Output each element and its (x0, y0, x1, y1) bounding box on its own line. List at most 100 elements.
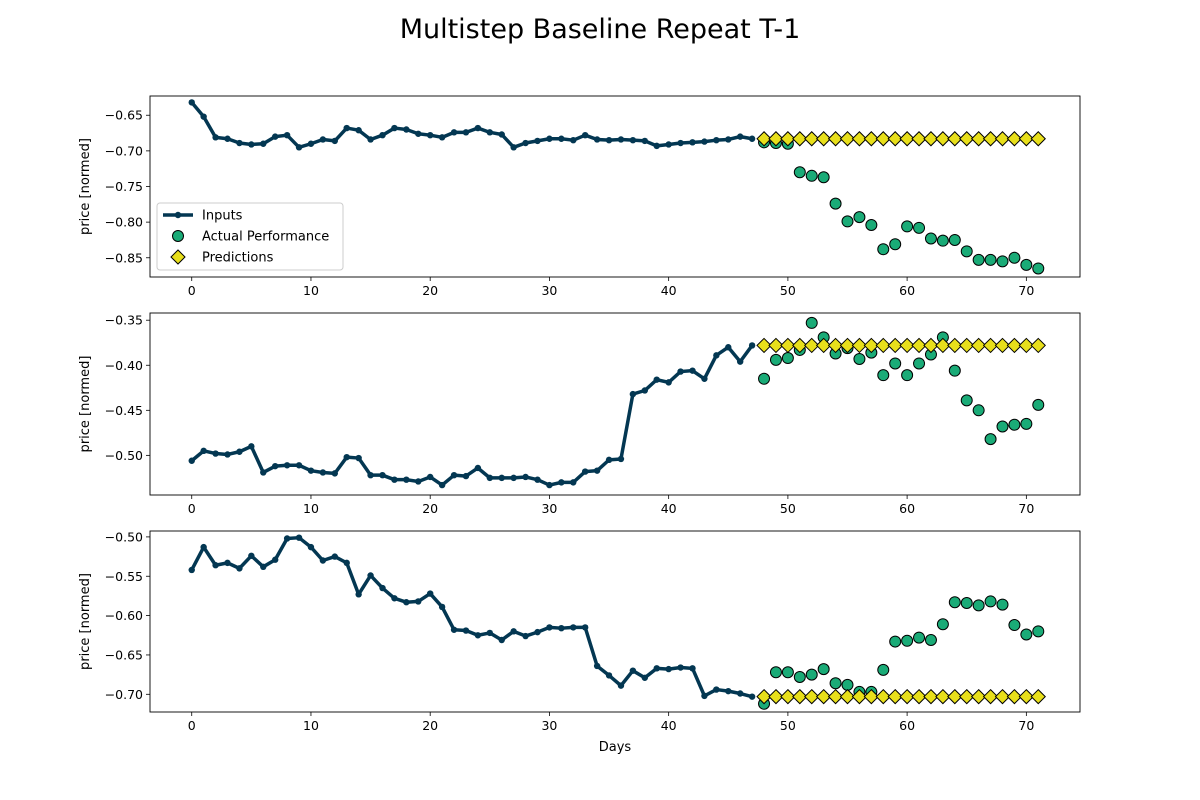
prediction-point (851, 337, 868, 354)
actual-point (1032, 262, 1045, 275)
prediction-point (887, 131, 903, 147)
y-tick-label: −0.40 (105, 358, 143, 373)
inputs-point (188, 457, 195, 464)
prediction-point (780, 131, 796, 147)
prediction-point (827, 131, 844, 147)
legend-label: Inputs (202, 209, 243, 224)
actual-point (924, 232, 937, 245)
inputs-point (462, 472, 470, 480)
inputs-point (450, 129, 458, 136)
inputs-point (570, 479, 577, 486)
prediction-point (899, 337, 915, 354)
inputs-point (391, 476, 398, 483)
inputs-point (331, 553, 339, 560)
prediction-point (815, 688, 832, 705)
prediction-point (994, 131, 1011, 147)
prediction-point (911, 688, 927, 705)
y-tick-label: −0.85 (105, 250, 143, 265)
inputs-point (617, 455, 625, 463)
inputs-point (558, 135, 565, 142)
prediction-point (1018, 337, 1035, 354)
y-tick-label: −0.35 (105, 313, 143, 328)
prediction-point (863, 688, 880, 705)
actual-point (936, 234, 949, 247)
x-tick-label: 50 (780, 718, 796, 733)
prediction-point (911, 131, 927, 147)
subplot-1: 0 10 20 30 40 50 60 70 −0.65 −0.70 −0.75 −0.80 −0.85… (78, 95, 1081, 298)
actual-point (769, 353, 782, 366)
prediction-point (1030, 688, 1046, 705)
legend-actual-swatch (172, 230, 184, 242)
inputs-point (248, 141, 255, 148)
actual-point (1020, 258, 1033, 271)
actual-point (960, 394, 973, 407)
legend-inputs-marker (174, 211, 182, 219)
inputs-point (355, 454, 362, 462)
prediction-point (899, 131, 915, 147)
inputs-point (236, 139, 243, 147)
inputs-point (212, 450, 219, 457)
y-tick-label: −0.70 (105, 687, 143, 702)
inputs-point (343, 124, 350, 132)
inputs-point (307, 467, 315, 474)
prediction-point (982, 337, 999, 354)
inputs-point (307, 140, 315, 147)
inputs-point (570, 136, 577, 144)
inputs-point (713, 686, 720, 693)
inputs-point (283, 535, 291, 542)
actual-point (829, 677, 842, 690)
inputs-point (593, 467, 601, 474)
prediction-point (804, 688, 820, 705)
prediction-point (959, 131, 975, 147)
inputs-point (224, 559, 231, 567)
prediction-point (780, 688, 796, 705)
prediction-point (959, 337, 975, 354)
inputs-point (677, 139, 684, 147)
prediction-point (994, 688, 1011, 705)
actual-point (1032, 625, 1045, 638)
inputs-point (486, 129, 494, 136)
prediction-point (935, 131, 951, 147)
prediction-point (815, 337, 832, 354)
inputs-point (355, 127, 362, 134)
x-tick-label: 60 (899, 501, 915, 516)
prediction-point (911, 337, 927, 354)
inputs-point (462, 129, 470, 136)
x-tick-label: 10 (303, 718, 319, 733)
y-tick-label: −0.65 (105, 108, 143, 123)
chart-title: Multistep Baseline Repeat T-1 (400, 14, 801, 45)
inputs-point (319, 557, 327, 564)
inputs-point (271, 462, 279, 470)
inputs-point (438, 603, 446, 611)
inputs-point (403, 126, 410, 133)
inputs-point (224, 135, 231, 142)
legend-label: Predictions (202, 251, 274, 266)
y-tick-label: −0.80 (105, 215, 143, 230)
inputs-point (629, 136, 637, 144)
inputs-point (498, 131, 505, 138)
inputs-point (343, 453, 350, 461)
inputs-point (725, 344, 732, 351)
prediction-point (804, 337, 820, 354)
actual-point (984, 595, 997, 608)
inputs-point (295, 534, 303, 541)
inputs-point (248, 443, 255, 450)
y-axis-label: price [normed] (78, 138, 93, 235)
legend-prediction-swatch (170, 249, 186, 265)
legend: Inputs Actual Performance Predictions (156, 202, 344, 271)
x-tick-label: 30 (541, 283, 557, 298)
inputs-point (558, 479, 565, 486)
prediction-point (935, 688, 951, 705)
actual-point (948, 596, 961, 609)
prediction-point (839, 688, 856, 705)
prediction-point (947, 131, 963, 147)
subplot-2: 0 10 20 30 40 50 60 70 −0.35 −0.40 −0.45 −0.50 price… (78, 312, 1081, 516)
actual-point (960, 245, 973, 258)
inputs-point (295, 462, 303, 469)
prediction-point (1018, 688, 1035, 705)
inputs-point (295, 144, 303, 151)
x-tick-label: 40 (661, 501, 677, 516)
inputs-point (546, 135, 553, 142)
inputs-point (200, 113, 207, 120)
